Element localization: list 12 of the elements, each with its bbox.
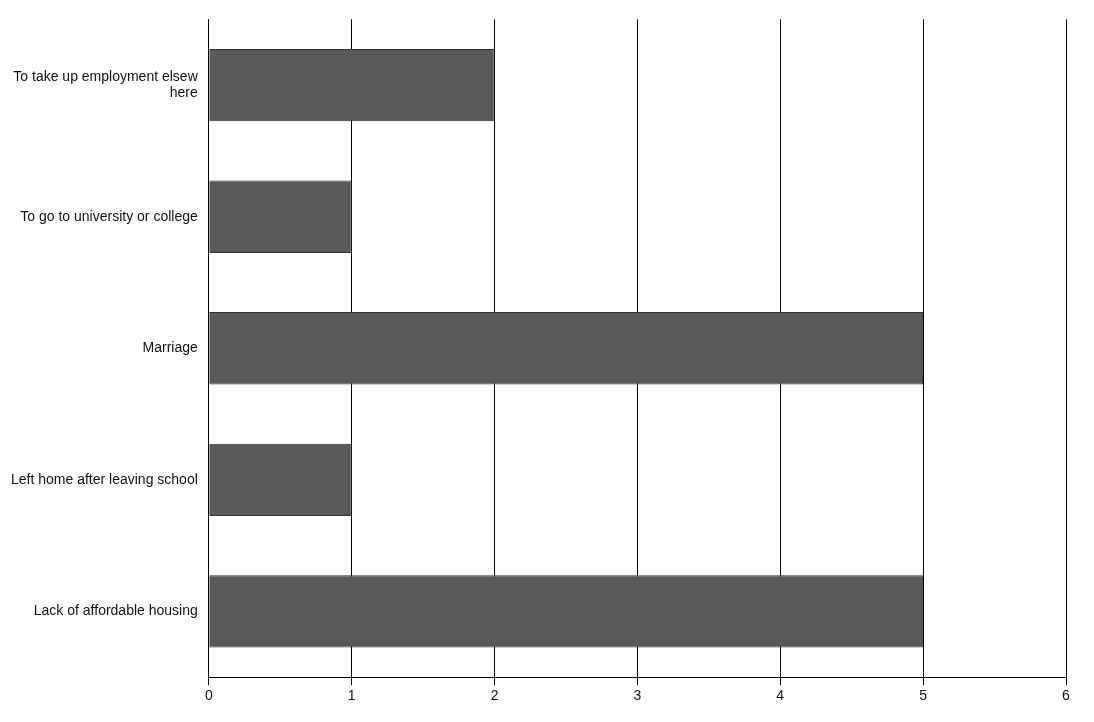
- y-tick-label: To take up employment elsew here: [13, 67, 199, 101]
- y-tick-label: Marriage: [142, 339, 198, 356]
- y-tick-label: Lack of affordable housing: [33, 602, 198, 619]
- x-tick-label: 5: [919, 687, 928, 704]
- x-tick-label: 1: [347, 687, 356, 704]
- y-tick-label: Left home after leaving school: [11, 470, 198, 487]
- y-tick-label: To go to university or college: [20, 207, 198, 224]
- x-tick-label: 0: [204, 687, 213, 704]
- x-tick-label: 3: [633, 687, 642, 704]
- x-tick-label: 2: [490, 687, 499, 704]
- x-tick-label: 4: [776, 687, 785, 704]
- x-tick-label: 6: [1062, 687, 1071, 704]
